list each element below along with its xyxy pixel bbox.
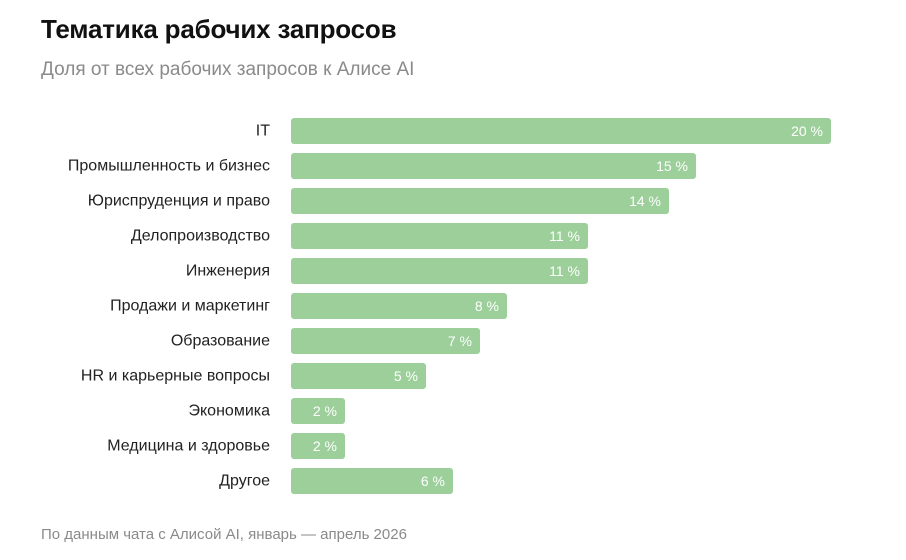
bar [291, 328, 480, 354]
bar [291, 398, 345, 424]
chart-title: Тематика рабочих запросов [41, 14, 397, 44]
bar [291, 223, 588, 249]
bars [291, 118, 831, 494]
bar [291, 118, 831, 144]
category-label: Экономика [189, 403, 271, 420]
bar [291, 258, 588, 284]
bar [291, 468, 453, 494]
value-label: 2 % [313, 403, 337, 419]
bar [291, 433, 345, 459]
value-label: 11 % [549, 228, 580, 244]
value-label: 11 % [549, 263, 580, 279]
bar [291, 363, 426, 389]
category-labels: IT Промышленность и бизнес Юриспруденция и… [68, 123, 270, 490]
value-label: 5 % [394, 368, 418, 384]
category-label: Продажи и маркетинг [110, 298, 270, 315]
category-label: Делопроизводство [131, 228, 270, 245]
value-label: 20 % [791, 123, 823, 139]
value-label: 2 % [313, 438, 337, 454]
value-label: 14 % [629, 193, 661, 209]
bar [291, 188, 669, 214]
category-label: HR и карьерные вопросы [81, 368, 270, 385]
bar [291, 293, 507, 319]
chart-subtitle: Доля от всех рабочих запросов к Алисе AI [41, 59, 415, 80]
bar [291, 153, 696, 179]
category-label: Юриспруденция и право [88, 193, 270, 210]
chart-source-note: По данным чата с Алисой AI, январь — апр… [41, 526, 407, 543]
category-label: Образование [171, 333, 270, 350]
value-label: 6 % [421, 473, 445, 489]
value-label: 8 % [475, 298, 499, 314]
value-label: 7 % [448, 333, 472, 349]
category-label: IT [256, 123, 270, 140]
category-label: Медицина и здоровье [107, 438, 270, 455]
value-labels: 20 % 15 % 14 % 11 % 11 % 8 % 7 % 5 % 2 % 2 % 6 % [313, 123, 823, 489]
value-label: 15 % [656, 158, 688, 174]
category-label: Инженерия [186, 263, 270, 280]
bar-chart: IT Промышленность и бизнес Юриспруденция и… [68, 118, 831, 494]
category-label: Промышленность и бизнес [68, 158, 270, 175]
category-label: Другое [219, 473, 270, 490]
